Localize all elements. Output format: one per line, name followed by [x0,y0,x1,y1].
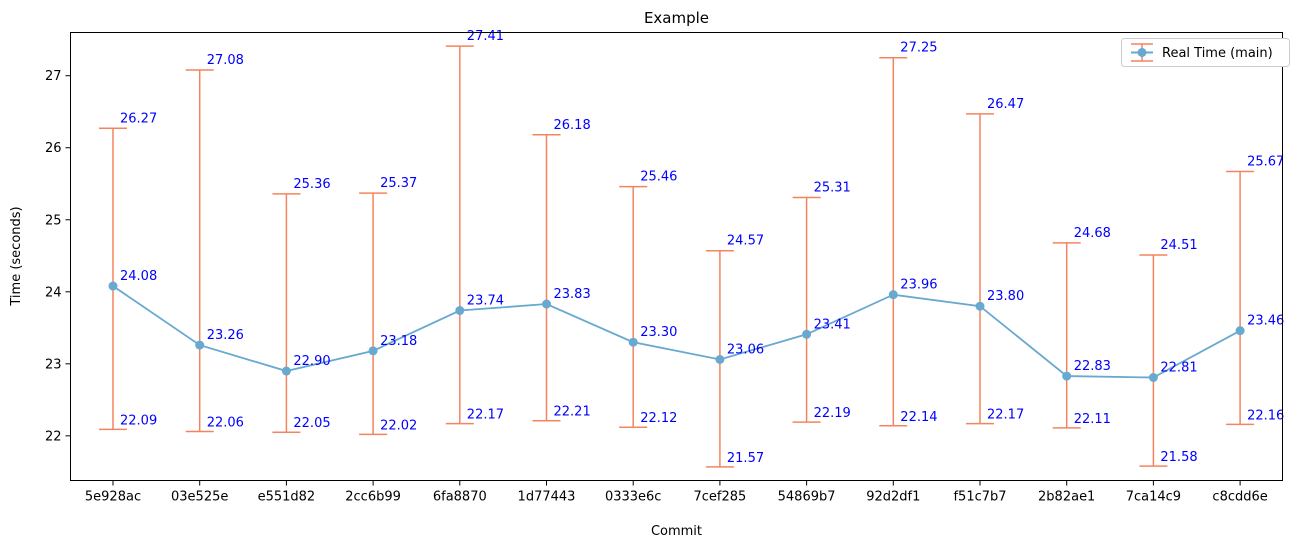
x-tick-label: 7ca14c9 [1126,490,1181,505]
data-point [888,290,898,300]
x-tick-label: 2cc6b99 [345,490,401,505]
x-tick-label: e551d82 [258,490,316,505]
y-axis: 22 23 24 25 26 27 [45,69,71,444]
x-axis-title: Commit [651,524,702,539]
value-label: 23.26 [207,328,244,343]
data-point [1148,373,1158,383]
min-label: 22.05 [293,416,330,431]
value-label: 22.81 [1160,361,1197,376]
max-label: 26.47 [987,97,1024,112]
x-tick-label: 54869b7 [778,490,836,505]
max-label: 25.67 [1247,155,1284,170]
data-point [368,346,378,356]
x-axis: 5e928ac 03e525e e551d82 2cc6b99 6fa8870 1d774… [85,480,1268,505]
min-label: 22.14 [900,410,937,425]
legend-marker-icon [1137,48,1147,57]
data-point [628,337,638,347]
value-label: 23.30 [640,325,677,340]
data-point [1235,326,1245,336]
x-tick-label: 1d77443 [518,490,576,505]
data-point [455,306,465,316]
value-label: 23.80 [987,289,1024,304]
max-label: 24.51 [1160,238,1197,253]
y-tick-label: 25 [45,213,62,228]
x-tick-label: 5e928ac [85,490,141,505]
value-label: 23.18 [380,334,417,349]
max-label: 26.27 [120,111,157,126]
data-point [715,354,725,364]
value-label: 22.90 [293,354,330,369]
y-tick-label: 26 [45,141,62,156]
legend-box [1121,38,1290,67]
plot-area: 26.27 24.08 22.09 27.08 23.26 22.06 25.36 22.90… [99,29,1284,468]
y-tick-label: 24 [45,285,62,300]
max-label: 27.08 [207,53,244,68]
max-label: 24.68 [1074,226,1111,241]
x-tick-label: f51c7b7 [953,490,1006,505]
series-line [112,285,1241,379]
y-axis-title: Time (seconds) [9,206,24,306]
max-label: 25.36 [293,177,330,192]
max-label: 27.25 [900,41,937,56]
value-label: 24.08 [120,269,157,284]
data-point [1062,371,1072,381]
x-tick-label: 6fa8870 [433,490,487,505]
legend-label: Real Time (main) [1162,46,1273,61]
max-label: 25.31 [814,180,851,195]
x-tick-label: 92d2df1 [866,490,920,505]
data-point [281,366,291,376]
y-tick-label: 27 [45,69,62,84]
y-tick-label: 23 [45,357,62,372]
min-label: 22.21 [554,405,591,420]
chart-title: Example [644,9,709,27]
value-label: 23.83 [554,287,591,302]
min-label: 22.11 [1074,412,1111,427]
x-tick-label: c8cdd6e [1212,490,1267,505]
value-label: 23.06 [727,342,764,357]
min-label: 21.58 [1160,450,1197,465]
value-label: 23.41 [814,317,851,332]
min-label: 22.06 [207,416,244,431]
data-point [195,340,205,350]
x-tick-label: 0333e6c [605,490,662,505]
min-label: 21.57 [727,451,764,466]
data-point [542,299,551,309]
value-label: 23.96 [900,278,937,293]
plot-frame [70,32,1283,481]
max-label: 27.41 [467,29,504,44]
data-point [975,301,985,311]
value-label: 23.74 [467,294,504,309]
legend: Real Time (main) [1121,38,1290,67]
min-label: 22.09 [120,413,157,428]
max-label: 25.46 [640,170,677,185]
min-label: 22.16 [1247,408,1284,423]
max-label: 24.57 [727,234,764,249]
min-label: 22.19 [814,406,851,421]
x-tick-label: 7cef285 [693,490,746,505]
max-label: 26.18 [554,118,591,133]
value-label: 23.46 [1247,314,1284,329]
x-tick-label: 03e525e [171,490,228,505]
min-label: 22.17 [467,408,504,423]
data-point [802,329,812,339]
min-label: 22.02 [380,418,417,433]
data-point [108,281,118,291]
max-label: 25.37 [380,176,417,191]
min-label: 22.17 [987,408,1024,423]
x-tick-label: 2b82ae1 [1038,490,1095,505]
value-label: 22.83 [1074,359,1111,374]
y-tick-label: 22 [45,429,62,444]
min-label: 22.12 [640,411,677,426]
